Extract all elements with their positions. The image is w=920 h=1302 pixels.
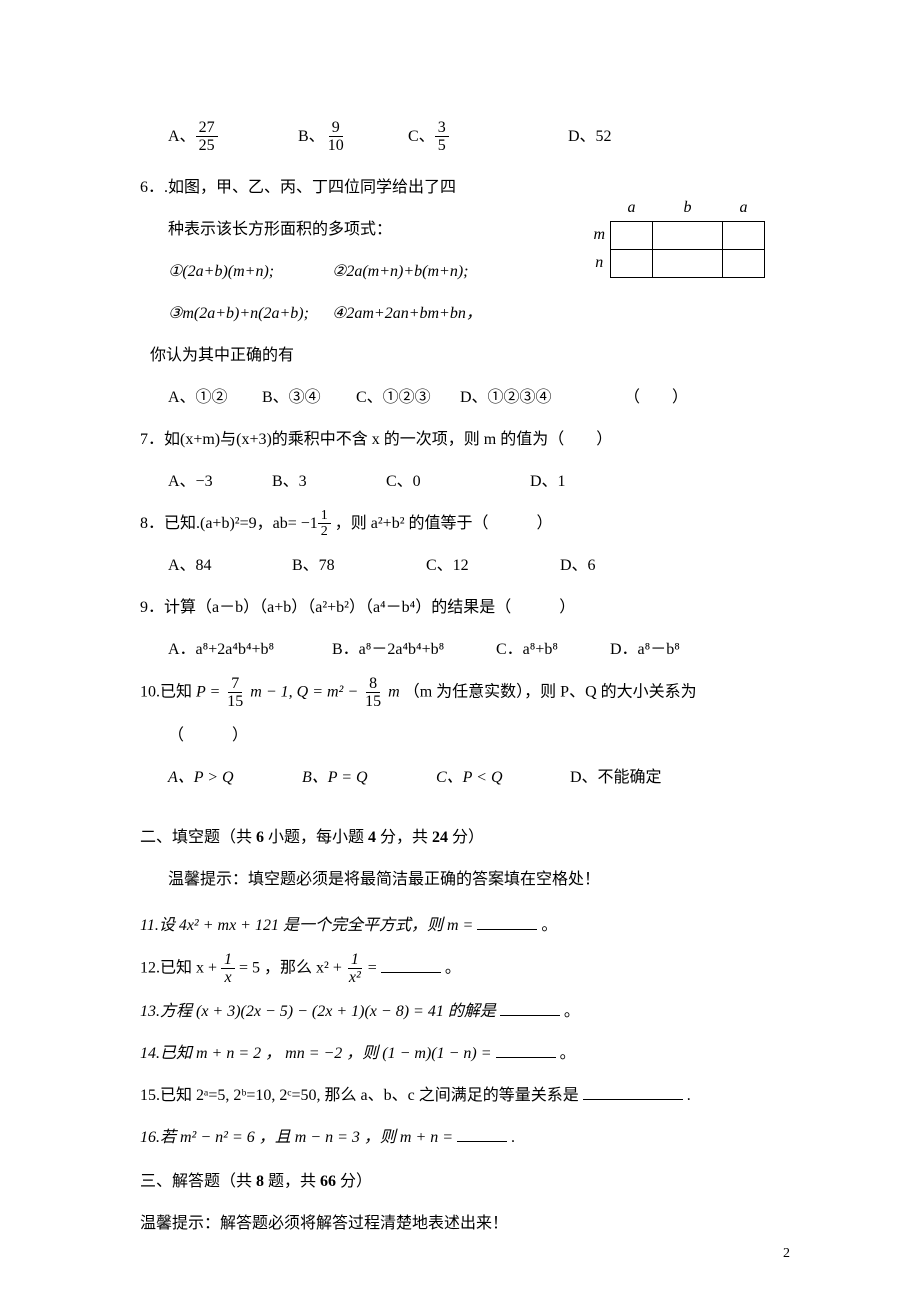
q6-b: B、③④ — [262, 382, 352, 414]
q10-peq: P = — [196, 684, 224, 701]
page-number: 2 — [783, 1246, 790, 1262]
q8-a: A、84 — [168, 550, 288, 582]
q6-stem3: 你认为其中正确的有 — [140, 340, 780, 372]
q11-pre: 11.设 4x² + mx + 121 是一个完全平方式，则 m = — [140, 917, 473, 934]
diagram-col-a1: a — [611, 195, 653, 221]
q12-post: 。 — [445, 960, 461, 977]
q8-post: ，则 a²+b² 的值等于（ ） — [331, 515, 553, 532]
q7-stem: 7．如(x+m)与(x+3)的乘积中不含 x 的一次项，则 m 的值为（ ） — [140, 424, 780, 456]
q11-blank[interactable] — [477, 914, 537, 930]
q9-b: B．a⁸－2a⁴b⁴+b⁸ — [332, 634, 492, 666]
q6-diagram: a b a m n — [589, 195, 766, 278]
q5-b-den: 10 — [325, 137, 347, 154]
q6-opt3: ③m(2a+b)+n(2a+b); — [168, 298, 328, 330]
q13: 13.方程 (x + 3)(2x − 5) − (2x + 1)(x − 8) … — [140, 996, 780, 1028]
q5-a-num: 27 — [196, 120, 218, 137]
q6-stem1: 6．.如图，甲、乙、丙、丁四位同学给出了四 — [140, 172, 470, 204]
q14-post: 。 — [560, 1045, 576, 1062]
q16-pre: 16.若 m² − n² = 6 ，且 m − n = 3 ，则 m + n = — [140, 1129, 457, 1146]
q9-stem: 9．计算（a－b）（a+b）（a²+b²）（a⁴－b⁴）的结果是（ ） — [140, 592, 780, 624]
q8-c: C、12 — [426, 550, 556, 582]
q9-a: A．a⁸+2a⁴b⁴+b⁸ — [168, 634, 328, 666]
diagram-row-m: m — [589, 221, 611, 249]
q14-blank[interactable] — [496, 1042, 556, 1058]
q10: 10.已知 P = 715 m − 1, Q = m² − 815 m （m 为… — [140, 676, 780, 710]
q12-f2n: 1 — [348, 952, 362, 969]
q10-c: C、P < Q — [436, 762, 566, 794]
q12-mid2: = — [364, 960, 377, 977]
q8: 8．已知.(a+b)²=9，ab= −112 ，则 a²+b² 的值等于（ ） — [140, 508, 780, 540]
q13-pre: 13.方程 (x + 3)(2x − 5) − (2x + 1)(x − 8) … — [140, 1003, 496, 1020]
q6-c: C、①②③ — [356, 382, 456, 414]
q12-f1n: 1 — [221, 952, 235, 969]
q10-d: D、不能确定 — [570, 769, 662, 786]
q5-options: A、 2725 B、 910 C、 35 D、52 — [140, 120, 780, 154]
q15-pre: 15.已知 2ᵃ=5, 2ᵇ=10, 2ᶜ=50, 那么 a、b、c 之间满足的… — [140, 1087, 579, 1104]
q10-qd: 15 — [362, 693, 384, 710]
q10-pn: 7 — [228, 676, 242, 693]
q8-fn: 1 — [318, 509, 331, 524]
q8-b: B、78 — [292, 550, 422, 582]
q5-b-num: 9 — [329, 120, 343, 137]
q7-c: C、0 — [386, 466, 526, 498]
q10-pmid: m − 1, Q = m² − — [246, 684, 362, 701]
diagram-col-b: b — [653, 195, 723, 221]
q11: 11.设 4x² + mx + 121 是一个完全平方式，则 m = 。 — [140, 910, 780, 942]
section3-hint: 温馨提示：解答题必须将解答过程清楚地表述出来！ — [140, 1208, 780, 1240]
q6-opt2: ②2a(m+n)+b(m+n); — [332, 263, 468, 280]
q6-opt1: ①(2a+b)(m+n); — [168, 256, 328, 288]
q8-d: D、6 — [560, 557, 596, 574]
q6-a: A、①② — [168, 382, 258, 414]
q16-blank[interactable] — [457, 1126, 507, 1142]
q13-post: 。 — [564, 1003, 580, 1020]
q10-post: （m 为任意实数），则 P、Q 的大小关系为 — [404, 684, 697, 701]
q10-pd: 15 — [224, 693, 246, 710]
q11-post: 。 — [541, 917, 557, 934]
section3-title: 三、解答题（共 8 题，共 66 分） — [140, 1166, 780, 1198]
q6-opt4: ④2am+2an+bm+bn， — [332, 305, 482, 322]
q8-pre: 8．已知.(a+b)²=9，ab= −1 — [140, 515, 318, 532]
q8-fd: 2 — [318, 524, 331, 539]
section2-title: 二、填空题（共 6 小题，每小题 4 分，共 24 分） — [140, 822, 780, 854]
q10-b: B、P = Q — [302, 762, 432, 794]
q12-f1d: x — [221, 969, 234, 986]
q5-a-den: 25 — [196, 137, 218, 154]
q15: 15.已知 2ᵃ=5, 2ᵇ=10, 2ᶜ=50, 那么 a、b、c 之间满足的… — [140, 1080, 780, 1112]
q6-d: D、①②③④ — [460, 382, 580, 414]
q10-paren: （ ） — [140, 720, 780, 752]
q7-a: A、−3 — [168, 466, 268, 498]
q12-f2d: x² — [346, 969, 364, 986]
diagram-col-a2: a — [723, 195, 765, 221]
q6-paren: （ ） — [624, 389, 688, 406]
q15-blank[interactable] — [583, 1084, 683, 1100]
q5-d: D、52 — [568, 124, 612, 150]
q16: 16.若 m² − n² = 6 ，且 m − n = 3 ，则 m + n =… — [140, 1122, 780, 1154]
q10-qn: 8 — [366, 676, 380, 693]
q5-c-num: 3 — [435, 120, 449, 137]
q10-pre: 10.已知 — [140, 684, 196, 701]
q6-stem2: 种表示该长方形面积的多项式： — [140, 214, 470, 246]
q7-d: D、1 — [530, 473, 566, 490]
q10-qpost: m — [384, 684, 400, 701]
q10-a: A、P > Q — [168, 762, 298, 794]
q5-b-label: B、 — [298, 124, 325, 150]
q5-a-label: A、 — [168, 124, 196, 150]
q7-b: B、3 — [272, 466, 382, 498]
q5-c-den: 5 — [435, 137, 449, 154]
q12-blank[interactable] — [381, 957, 441, 973]
q16-post: . — [511, 1129, 515, 1146]
q12-mid1: = 5 ，那么 x² + — [235, 960, 346, 977]
q15-post: . — [687, 1087, 691, 1104]
section2-hint: 温馨提示：填空题必须是将最简洁最正确的答案填在空格处！ — [140, 864, 780, 896]
q12: 12.已知 x + 1x = 5 ，那么 x² + 1x² = 。 — [140, 952, 780, 986]
q12-pre: 12.已知 x + — [140, 960, 221, 977]
q13-blank[interactable] — [500, 1000, 560, 1016]
q9-d: D．a⁸－b⁸ — [610, 641, 680, 658]
q14: 14.已知 m + n = 2 ， mn = −2 ，则 (1 − m)(1 −… — [140, 1038, 780, 1070]
q14-pre: 14.已知 m + n = 2 ， mn = −2 ，则 (1 − m)(1 −… — [140, 1045, 492, 1062]
q9-c: C．a⁸+b⁸ — [496, 634, 606, 666]
q5-c-label: C、 — [408, 124, 435, 150]
diagram-row-n: n — [589, 249, 611, 277]
